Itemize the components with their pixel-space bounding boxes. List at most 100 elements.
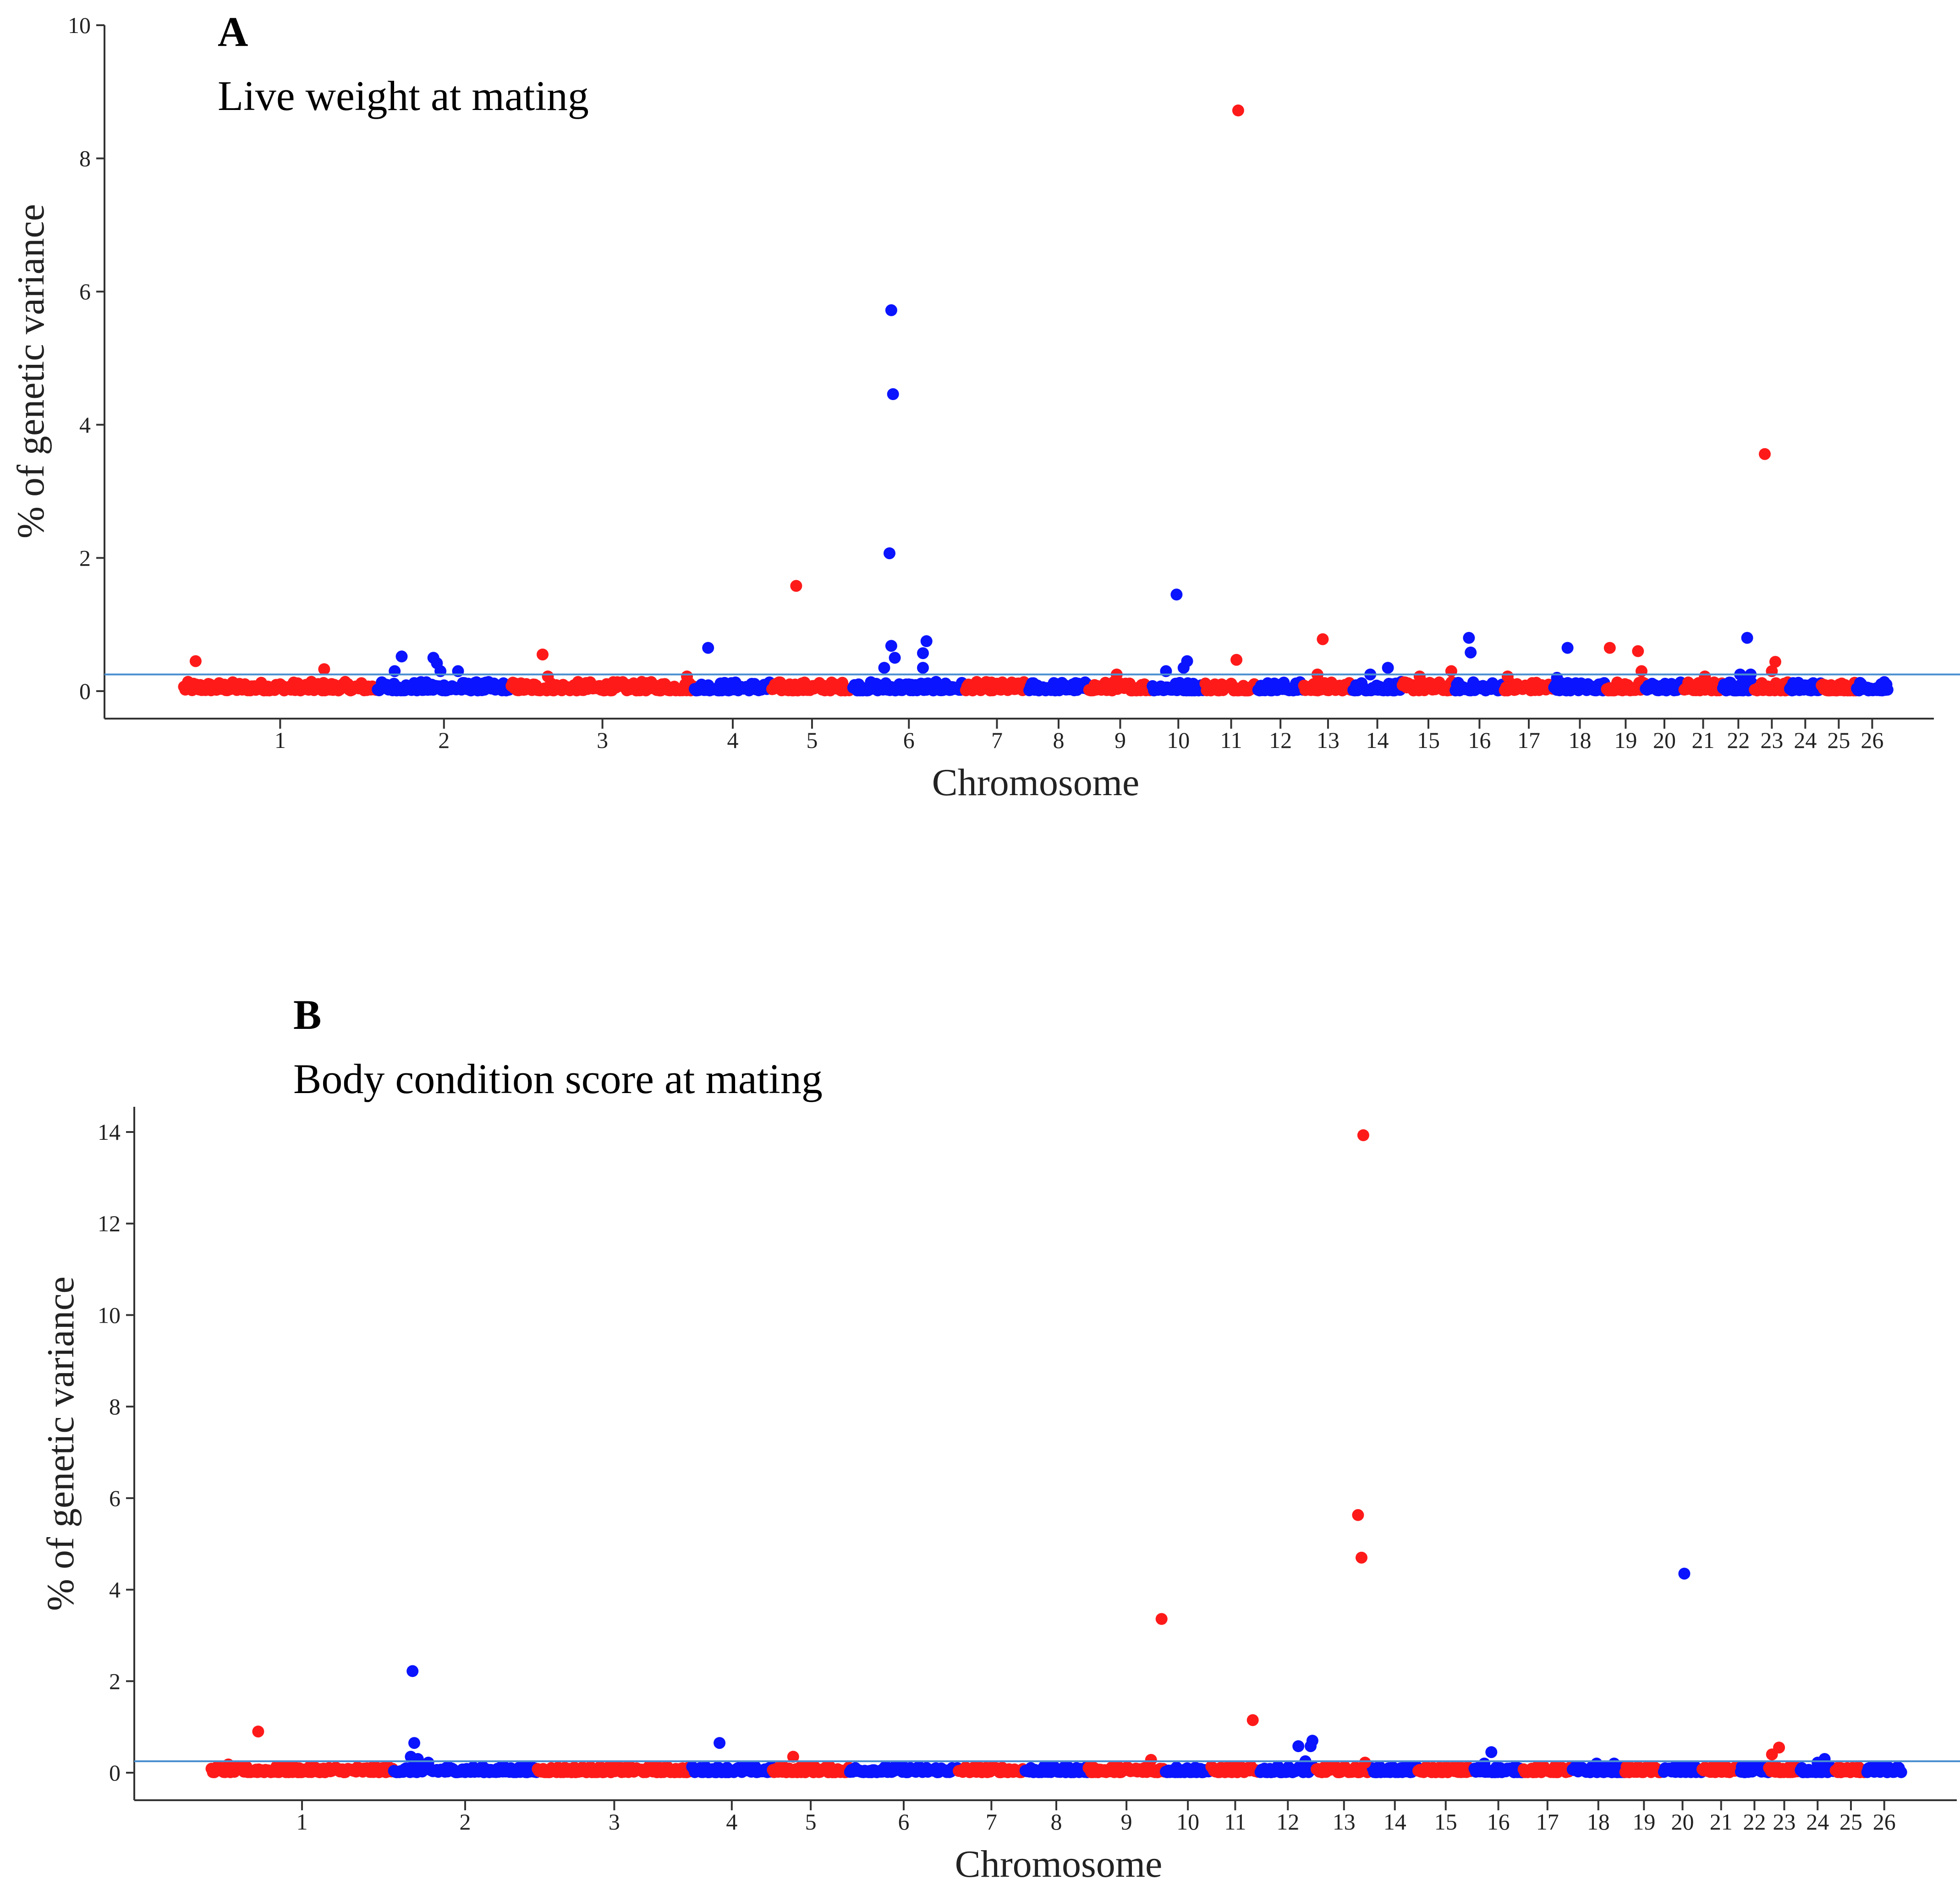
snp-peak-point: [885, 640, 897, 652]
x-tick-label: 26: [1861, 727, 1883, 753]
x-tick-label: 15: [1434, 1809, 1457, 1835]
chromosome-9-points: [1083, 676, 1158, 697]
snp-peak-point: [790, 580, 802, 592]
chromosome-18-points: [1566, 1760, 1630, 1778]
x-tick-label: 25: [1839, 1809, 1862, 1835]
snp-peak-point: [1678, 1567, 1691, 1580]
chromosome-26-points: [1861, 1760, 1907, 1778]
chromosome-2-points: [388, 1760, 543, 1778]
x-tick-label: 14: [1366, 727, 1389, 753]
x-tick-label: 7: [991, 727, 1003, 753]
snp-peak-point: [1561, 642, 1574, 654]
x-tick-label: 26: [1873, 1809, 1896, 1835]
x-tick-label: 13: [1317, 727, 1340, 753]
snp-peak-point: [395, 650, 408, 663]
x-tick-label: 1: [275, 727, 286, 753]
x-tick-label: 13: [1333, 1809, 1356, 1835]
snp-peak-point: [1632, 645, 1644, 657]
chromosome-11-points: [1199, 677, 1263, 697]
x-tick-label: 10: [1176, 1809, 1199, 1835]
y-tick-label: 10: [98, 1302, 121, 1328]
x-tick-label: 17: [1536, 1809, 1559, 1835]
y-tick-label: 0: [109, 1760, 121, 1786]
chromosome-1-points: [205, 1760, 399, 1778]
chromosome-12-points: [1252, 676, 1309, 697]
snp-peak-point: [1352, 1509, 1364, 1521]
chromosome-22-points: [1735, 1760, 1774, 1778]
snp-peak-point: [1230, 654, 1243, 666]
y-tick-label: 4: [109, 1577, 121, 1603]
snp-peak-point: [1359, 1757, 1371, 1769]
snp-peak-point: [1741, 632, 1753, 644]
chromosome-8-points: [1019, 1760, 1093, 1778]
y-tick-label: 8: [79, 146, 91, 171]
y-tick-label: 2: [109, 1668, 121, 1694]
x-tick-label: 22: [1727, 727, 1750, 753]
snp-peak-point: [1177, 662, 1190, 674]
snp-peak-point: [1478, 1758, 1490, 1770]
panel-b-ylabel: % of genetic variance: [39, 1276, 82, 1611]
x-tick-label: 15: [1417, 727, 1440, 753]
chromosome-6-points: [847, 676, 971, 697]
x-tick-label: 17: [1517, 727, 1540, 753]
x-tick-label: 16: [1487, 1809, 1510, 1835]
snp-peak-point: [408, 1737, 420, 1749]
snp-peak-point: [1699, 670, 1711, 682]
x-tick-label: 11: [1220, 727, 1242, 753]
chromosome-10-points: [1147, 677, 1210, 697]
x-tick-label: 19: [1632, 1809, 1655, 1835]
snp-peak-point: [1246, 1714, 1259, 1726]
chromosome-4-points: [686, 1760, 778, 1778]
snp-peak-point: [1155, 1613, 1168, 1625]
x-tick-label: 4: [727, 727, 739, 753]
panel-b-xlabel: Chromosome: [955, 1843, 1163, 1885]
x-tick-label: 9: [1115, 727, 1126, 753]
snp-peak-point: [917, 647, 929, 659]
chromosome-3-points: [505, 676, 699, 697]
x-tick-label: 8: [1053, 727, 1064, 753]
snp-peak-point: [884, 547, 895, 560]
panel-b: B Body condition score at mating 0246810…: [39, 991, 1960, 1885]
panel-a-letter: A: [218, 8, 248, 55]
x-tick-label: 7: [986, 1809, 997, 1835]
snp-peak-point: [406, 1665, 419, 1677]
x-tick-label: 5: [806, 727, 818, 753]
x-tick-label: 24: [1806, 1809, 1829, 1835]
chromosome-11-points: [1205, 1760, 1265, 1778]
panel-a-xlabel: Chromosome: [932, 761, 1140, 804]
snp-peak-point: [1759, 448, 1771, 460]
y-tick-label: 8: [109, 1394, 121, 1419]
y-tick-label: 6: [79, 279, 91, 304]
x-tick-label: 23: [1773, 1809, 1796, 1835]
snp-peak-point: [222, 1759, 235, 1770]
snp-peak-point: [537, 648, 549, 661]
snp-peak-point: [422, 1757, 434, 1769]
snp-peak-point: [1463, 632, 1475, 644]
chromosome-3-points: [532, 1760, 697, 1778]
chromosome-7-points: [953, 1760, 1030, 1778]
chromosome-7-points: [960, 676, 1034, 697]
chromosome-17-points: [1499, 676, 1559, 697]
snp-peak-point: [1465, 646, 1477, 659]
y-tick-label: 10: [68, 12, 91, 38]
x-tick-label: 23: [1760, 727, 1783, 753]
chromosome-12-points: [1254, 1760, 1322, 1778]
x-tick-label: 1: [296, 1809, 308, 1835]
chromosome-16-points: [1449, 676, 1510, 697]
snp-peak-point: [714, 1737, 726, 1749]
chromosome-19-points: [1601, 676, 1651, 697]
x-tick-label: 11: [1224, 1809, 1246, 1835]
snp-point: [1895, 1766, 1907, 1778]
snp-peak-point: [1591, 1758, 1603, 1770]
snp-peak-point: [702, 642, 714, 654]
x-tick-label: 9: [1121, 1809, 1132, 1835]
chromosome-14-points: [1347, 676, 1407, 697]
x-tick-label: 3: [609, 1809, 620, 1835]
x-tick-label: 18: [1587, 1809, 1610, 1835]
x-tick-label: 3: [597, 727, 608, 753]
snp-peak-point: [889, 652, 901, 664]
snp-peak-point: [1232, 104, 1244, 116]
x-tick-label: 20: [1653, 727, 1676, 753]
snp-peak-point: [412, 1753, 424, 1765]
